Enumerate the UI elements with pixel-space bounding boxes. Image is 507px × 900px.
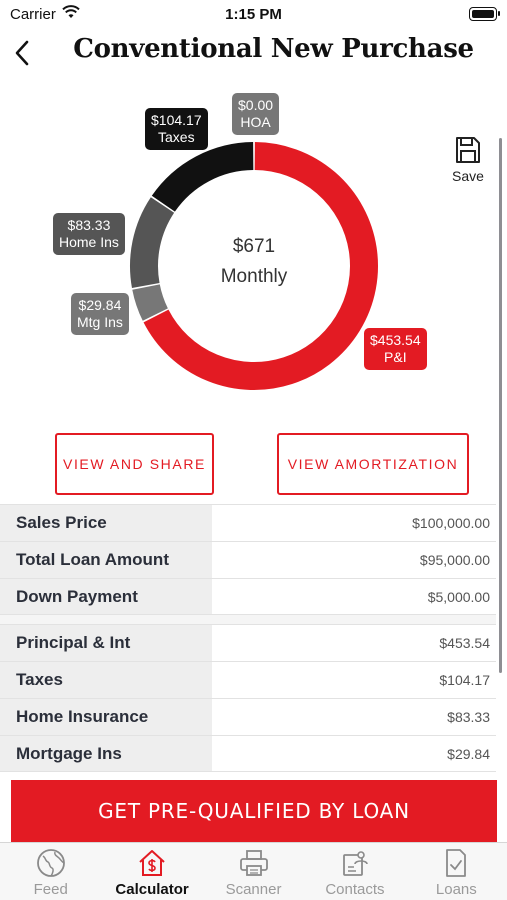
tab-calculator[interactable]: Calculator (101, 843, 202, 900)
donut-chart (130, 142, 378, 390)
document-check-icon (446, 849, 467, 877)
scroll-indicator[interactable] (499, 138, 502, 673)
mtg-ins-tag: $29.84 Mtg Ins (71, 293, 129, 335)
taxes-tag: $104.17 Taxes (145, 108, 208, 150)
printer-icon (239, 850, 268, 876)
tab-contacts[interactable]: Contacts (304, 843, 405, 900)
donut-segment-taxes (151, 142, 254, 212)
status-bar: Carrier 1:15 PM (0, 0, 507, 30)
tab-feed[interactable]: Feed (0, 843, 101, 900)
table-row: Mortgage Ins $29.84 (0, 735, 496, 772)
tab-feed-label: Feed (33, 881, 68, 898)
view-and-share-button[interactable]: VIEW AND SHARE (55, 433, 214, 495)
mtg-ins-tag-amount: $29.84 (78, 297, 122, 313)
taxes-tag-amount: $104.17 (151, 112, 202, 128)
row-label: Home Insurance (0, 699, 212, 735)
table-row: Total Loan Amount $95,000.00 (0, 541, 496, 578)
donut-segment-homeins (130, 197, 175, 288)
row-value[interactable]: $5,000.00 (212, 579, 496, 614)
home-ins-tag: $83.33 Home Ins (53, 213, 125, 255)
row-label: Taxes (0, 662, 212, 698)
globe-icon (36, 849, 65, 877)
table-row: Sales Price $100,000.00 (0, 504, 496, 541)
tab-contacts-label: Contacts (325, 881, 385, 898)
pi-tag-amount: $453.54 (370, 332, 421, 348)
get-prequalified-button[interactable]: GET PRE-QUALIFIED BY LOAN (11, 780, 497, 842)
row-value: $104.17 (212, 662, 496, 698)
payment-donut (0, 84, 507, 414)
carrier-label: Carrier (10, 6, 56, 23)
wifi-icon (62, 5, 80, 18)
view-amortization-button[interactable]: VIEW AMORTIZATION (277, 433, 469, 495)
donut-segment-pi (143, 142, 378, 390)
row-value[interactable]: $95,000.00 (212, 542, 496, 578)
row-label: Total Loan Amount (0, 542, 212, 578)
home-ins-tag-label: Home Ins (59, 234, 119, 250)
monthly-amount: $671 (232, 236, 276, 257)
row-value[interactable]: $100,000.00 (212, 505, 496, 541)
floppy-disk-icon (456, 137, 480, 163)
hoa-tag-label: HOA (240, 114, 271, 130)
tab-bar: Feed Calculator Scanner Contacts (0, 842, 507, 900)
tab-loans[interactable]: Loans (406, 843, 507, 900)
status-time: 1:15 PM (225, 6, 282, 23)
house-dollar-icon (139, 850, 165, 876)
pi-tag: $453.54 P&I (364, 328, 427, 370)
payment-table: Principal & Int $453.54 Taxes $104.17 Ho… (0, 624, 496, 772)
tab-scanner-label: Scanner (225, 881, 282, 898)
save-label: Save (452, 168, 484, 184)
row-label: Principal & Int (0, 625, 212, 661)
table-row: Home Insurance $83.33 (0, 698, 496, 735)
monthly-label: Monthly (220, 266, 288, 287)
row-value: $29.84 (212, 736, 496, 771)
hoa-tag-amount: $0.00 (238, 97, 274, 113)
table-row: Taxes $104.17 (0, 661, 496, 698)
contacts-icon (343, 851, 368, 876)
donut-segment-mtgins (132, 283, 169, 321)
hoa-tag: $0.00 HOA (232, 93, 280, 135)
row-label: Sales Price (0, 505, 212, 541)
mtg-ins-tag-label: Mtg Ins (77, 314, 123, 330)
battery-icon (469, 7, 500, 21)
taxes-tag-label: Taxes (158, 129, 195, 145)
row-label: Down Payment (0, 579, 212, 614)
tab-scanner[interactable]: Scanner (203, 843, 304, 900)
section-divider (0, 615, 496, 624)
row-value: $83.33 (212, 699, 496, 735)
tab-calculator-label: Calculator (115, 881, 189, 898)
page-title: Conventional New Purchase (73, 34, 474, 64)
home-ins-tag-amount: $83.33 (67, 217, 111, 233)
tab-loans-label: Loans (435, 881, 477, 898)
table-row: Down Payment $5,000.00 (0, 578, 496, 615)
row-label: Mortgage Ins (0, 736, 212, 771)
loan-table: Sales Price $100,000.00 Total Loan Amoun… (0, 504, 496, 615)
chevron-left-icon[interactable] (10, 36, 34, 70)
table-row: Principal & Int $453.54 (0, 624, 496, 661)
pi-tag-label: P&I (384, 349, 407, 365)
save-button[interactable]: Save (445, 134, 491, 186)
row-value: $453.54 (212, 625, 496, 661)
